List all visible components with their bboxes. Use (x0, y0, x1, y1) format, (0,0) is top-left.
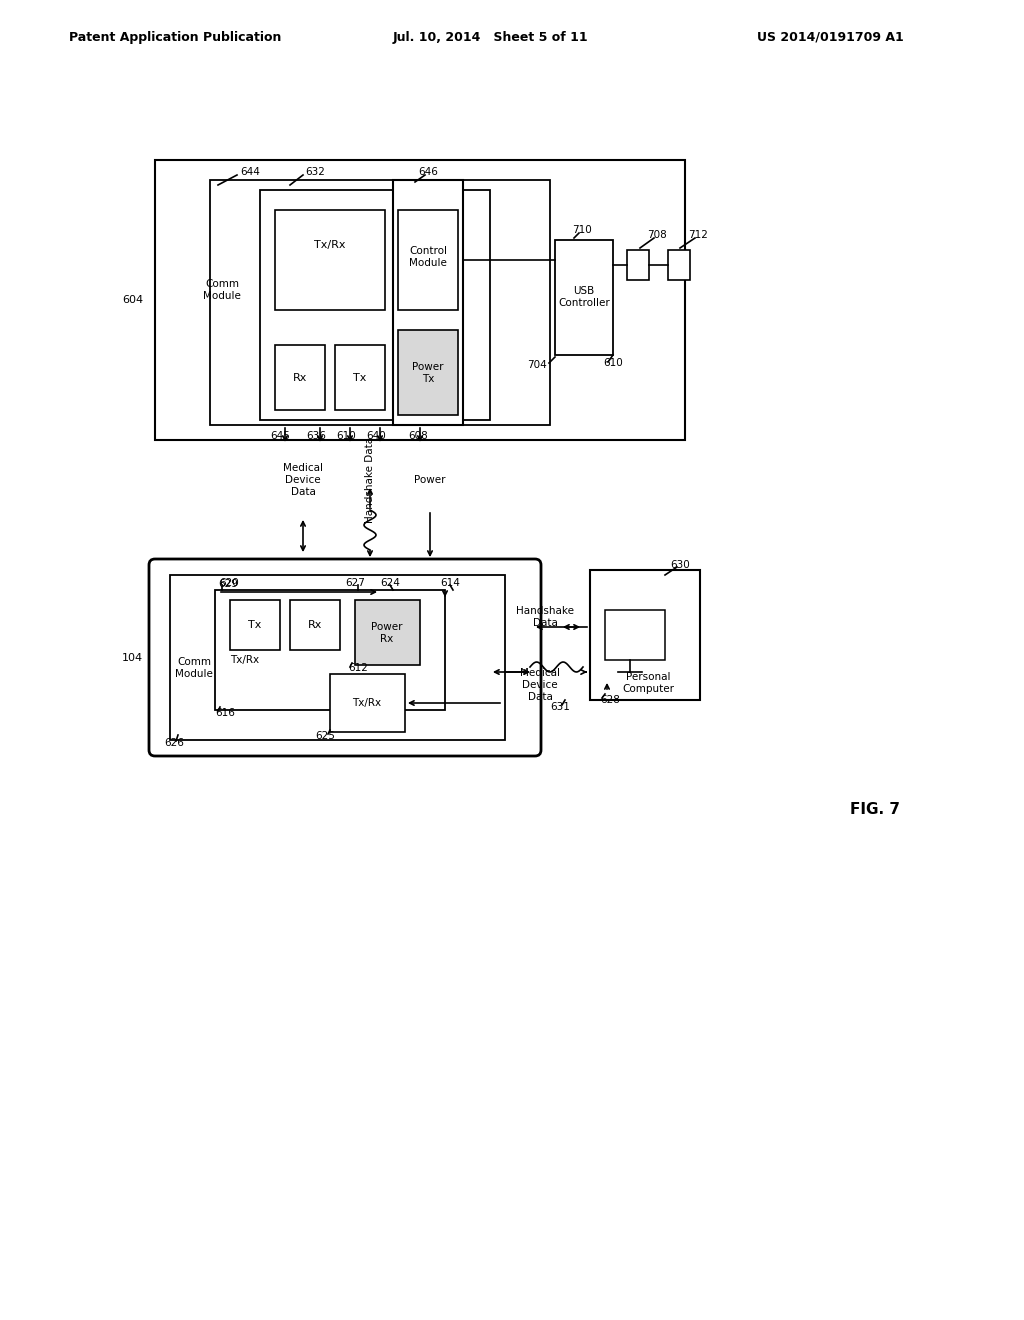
Text: 625: 625 (315, 731, 335, 741)
Text: Handshake Data: Handshake Data (365, 437, 375, 523)
Text: 612: 612 (348, 663, 368, 673)
Bar (605, 610, 665, 660)
Text: 708: 708 (647, 230, 667, 240)
Text: US 2014/0191709 A1: US 2014/0191709 A1 (757, 30, 903, 44)
Bar (398, 330, 458, 414)
Text: 610: 610 (336, 432, 355, 441)
Text: 636: 636 (306, 432, 326, 441)
Text: 630: 630 (670, 560, 690, 570)
Text: 620: 620 (219, 578, 239, 587)
Text: 604: 604 (122, 294, 143, 305)
Text: 640: 640 (366, 432, 386, 441)
Text: Comm
Module: Comm Module (175, 657, 213, 678)
Text: Tx/Rx: Tx/Rx (314, 240, 346, 249)
Bar (275, 345, 325, 411)
Text: 710: 710 (572, 224, 592, 235)
Bar (260, 190, 490, 420)
Text: 104: 104 (122, 653, 143, 663)
Text: 631: 631 (550, 702, 570, 711)
Text: 704: 704 (527, 360, 547, 370)
Text: 712: 712 (688, 230, 708, 240)
Text: FIG. 7: FIG. 7 (850, 803, 900, 817)
Bar (355, 601, 420, 665)
Text: Power: Power (415, 475, 445, 484)
Bar (668, 249, 690, 280)
Text: Tx/Rx: Tx/Rx (352, 698, 382, 708)
Text: Jul. 10, 2014   Sheet 5 of 11: Jul. 10, 2014 Sheet 5 of 11 (392, 30, 588, 44)
Text: Medical
Device
Data: Medical Device Data (283, 463, 323, 496)
Bar (215, 590, 445, 710)
Text: 616: 616 (215, 708, 234, 718)
Text: Personal
Computer: Personal Computer (622, 672, 674, 693)
Bar (590, 570, 700, 700)
Text: Tx: Tx (353, 374, 367, 383)
Text: Rx: Rx (308, 620, 323, 630)
Text: Power
Tx: Power Tx (413, 362, 443, 384)
Text: Rx: Rx (293, 374, 307, 383)
Bar (290, 601, 340, 649)
Text: Power
Rx: Power Rx (372, 622, 402, 644)
Text: Patent Application Publication: Patent Application Publication (69, 30, 282, 44)
Text: 632: 632 (305, 168, 325, 177)
Bar (555, 240, 613, 355)
FancyBboxPatch shape (150, 558, 541, 756)
Text: 626: 626 (164, 738, 184, 748)
Text: 646: 646 (418, 168, 438, 177)
Text: USB
Controller: USB Controller (558, 286, 610, 308)
Text: Medical
Device
Data: Medical Device Data (520, 668, 560, 702)
Text: 644: 644 (240, 168, 260, 177)
Bar (330, 675, 406, 733)
Bar (627, 249, 649, 280)
Text: Handshake
Data: Handshake Data (516, 606, 574, 628)
Bar (210, 180, 550, 425)
Text: 629: 629 (218, 579, 238, 589)
Text: 624: 624 (380, 578, 400, 587)
Text: 627: 627 (345, 578, 365, 587)
Text: 645: 645 (270, 432, 290, 441)
Bar (398, 210, 458, 310)
Text: Tx/Rx: Tx/Rx (230, 655, 259, 665)
Text: 614: 614 (440, 578, 460, 587)
Bar (335, 345, 385, 411)
Bar (155, 160, 685, 440)
Bar (170, 576, 505, 741)
Bar (230, 601, 280, 649)
Bar (275, 210, 385, 310)
Text: 628: 628 (600, 696, 620, 705)
Text: 608: 608 (408, 432, 428, 441)
Text: Tx: Tx (248, 620, 262, 630)
Bar (393, 180, 463, 425)
Text: Control
Module: Control Module (409, 247, 447, 268)
Text: 610: 610 (603, 358, 623, 368)
Text: Comm
Module: Comm Module (203, 280, 241, 301)
